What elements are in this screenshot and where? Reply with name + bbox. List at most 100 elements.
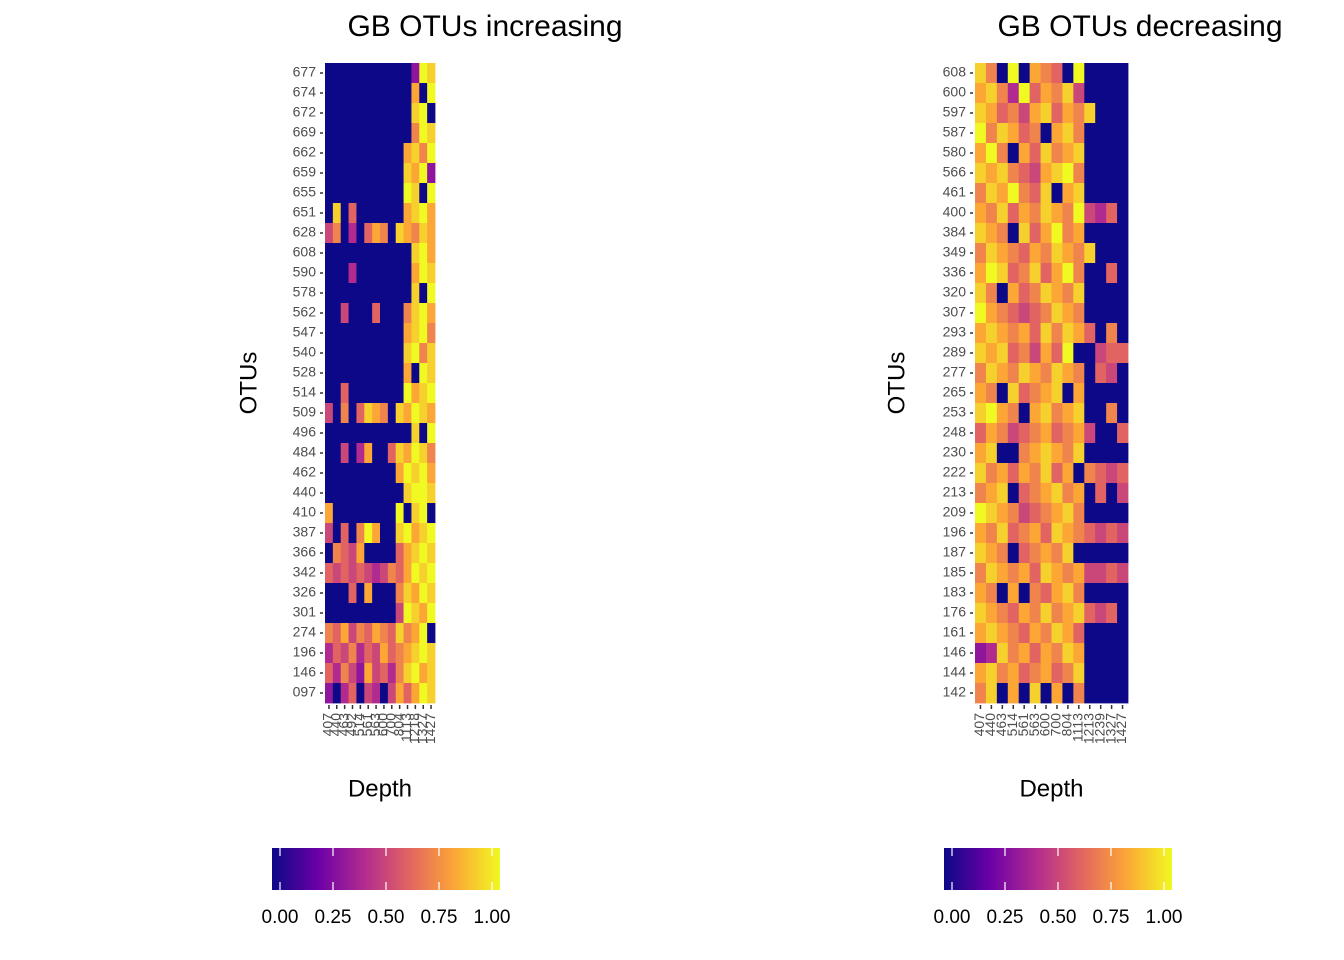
- heatmap-cell: [1106, 363, 1118, 384]
- heatmap-cell: [1084, 363, 1096, 384]
- heatmap-cell: [427, 183, 436, 204]
- x-tick-label: 804: [1059, 713, 1075, 737]
- heatmap-cell: [340, 223, 349, 244]
- heatmap-cell: [1073, 103, 1085, 124]
- heatmap-cell: [372, 483, 381, 504]
- heatmap-cell: [1084, 223, 1096, 244]
- heatmap-cell: [387, 583, 397, 604]
- heatmap-cell: [1073, 483, 1085, 504]
- heatmap-cell: [975, 503, 987, 524]
- heatmap-cell: [419, 483, 428, 504]
- heatmap-cell: [387, 363, 397, 384]
- heatmap-cell: [1062, 223, 1074, 244]
- y-tick-label: 161: [943, 624, 967, 640]
- heatmap-cell: [1007, 683, 1020, 704]
- heatmap-cell: [1040, 423, 1052, 444]
- heatmap-cell: [419, 683, 428, 704]
- colorbar-tick-label: 1.00: [474, 907, 511, 928]
- heatmap-cell: [985, 663, 998, 684]
- x-tick-label: 440: [327, 713, 343, 737]
- heatmap-cell: [364, 283, 373, 304]
- heatmap-cell: [1007, 403, 1020, 424]
- heatmap-cell: [372, 203, 381, 224]
- heatmap-cell: [403, 303, 412, 324]
- heatmap-cell: [395, 323, 404, 344]
- heatmap-cell: [985, 463, 998, 484]
- heatmap-cell: [1029, 503, 1041, 524]
- heatmap-cell: [332, 643, 342, 664]
- heatmap-cell: [1062, 343, 1074, 364]
- heatmap-cell: [1029, 303, 1041, 324]
- heatmap-cell: [380, 83, 389, 104]
- heatmap-cell: [1084, 183, 1096, 204]
- heatmap-cell: [996, 543, 1009, 564]
- heatmap-cell: [403, 663, 412, 684]
- heatmap-cell: [1084, 543, 1096, 564]
- heatmap-cell: [1117, 683, 1129, 704]
- heatmap-cell: [1018, 443, 1031, 464]
- x-tick-label: 463: [993, 713, 1009, 737]
- colorbar-tick-label: 0.75: [421, 907, 458, 928]
- heatmap-cell: [1029, 443, 1041, 464]
- heatmap-cell: [1018, 383, 1031, 404]
- y-tick-label: 209: [943, 504, 967, 520]
- heatmap-cell: [340, 203, 349, 224]
- heatmap-cell: [1084, 583, 1096, 604]
- heatmap-cell: [419, 143, 428, 164]
- heatmap-cell: [1018, 483, 1031, 504]
- heatmap-cell: [348, 183, 357, 204]
- y-tick-label: 597: [943, 104, 967, 120]
- heatmap-cell: [1062, 243, 1074, 264]
- heatmap-cell: [427, 503, 436, 524]
- heatmap-cell: [1073, 383, 1085, 404]
- heatmap-cell: [996, 523, 1009, 544]
- heatmap-cell: [387, 183, 397, 204]
- y-tick-label: 146: [293, 664, 317, 680]
- heatmap-cell: [1095, 243, 1107, 264]
- heatmap-cell: [380, 123, 389, 144]
- heatmap-cell: [387, 423, 397, 444]
- heatmap-cell: [1073, 583, 1085, 604]
- heatmap-cell: [356, 463, 365, 484]
- y-tick-label: 144: [943, 664, 967, 680]
- heatmap-cell: [419, 303, 428, 324]
- heatmap-cell: [340, 263, 349, 284]
- heatmap-cell: [975, 483, 987, 504]
- heatmap-cell: [403, 83, 412, 104]
- heatmap-cell: [1007, 163, 1020, 184]
- heatmap-cell: [1062, 63, 1074, 84]
- heatmap-cell: [340, 63, 349, 84]
- heatmap-cell: [1062, 103, 1074, 124]
- heatmap-cell: [427, 423, 436, 444]
- x-tick-label: 563: [367, 713, 383, 737]
- heatmap-cell: [975, 623, 987, 644]
- heatmap-cell: [332, 503, 342, 524]
- heatmap-cell: [1062, 463, 1074, 484]
- heatmap-cell: [380, 283, 389, 304]
- heatmap-cell: [1040, 523, 1052, 544]
- x-tick-label: 1427: [1113, 713, 1129, 744]
- heatmap-cell: [348, 83, 357, 104]
- heatmap-cell: [387, 223, 397, 244]
- heatmap-cell: [1029, 663, 1041, 684]
- heatmap-cell: [356, 303, 365, 324]
- x-tick-label: 600: [1037, 713, 1053, 737]
- heatmap-cell: [419, 543, 428, 564]
- heatmap-cell: [387, 523, 397, 544]
- heatmap-cell: [411, 103, 420, 124]
- heatmap-cell: [372, 663, 381, 684]
- heatmap-cell: [1029, 283, 1041, 304]
- heatmap-cell: [364, 123, 373, 144]
- heatmap-cell: [975, 563, 987, 584]
- heatmap-cell: [387, 163, 397, 184]
- heatmap-cell: [1018, 183, 1031, 204]
- heatmap-cell: [380, 643, 389, 664]
- heatmap-cell: [1018, 663, 1031, 684]
- heatmap-cell: [325, 163, 334, 184]
- heatmap-cell: [325, 423, 334, 444]
- heatmap-cell: [1062, 423, 1074, 444]
- heatmap-cell: [996, 623, 1009, 644]
- heatmap-cell: [364, 663, 373, 684]
- heatmap-cell: [1106, 663, 1118, 684]
- heatmap-cell: [1095, 223, 1107, 244]
